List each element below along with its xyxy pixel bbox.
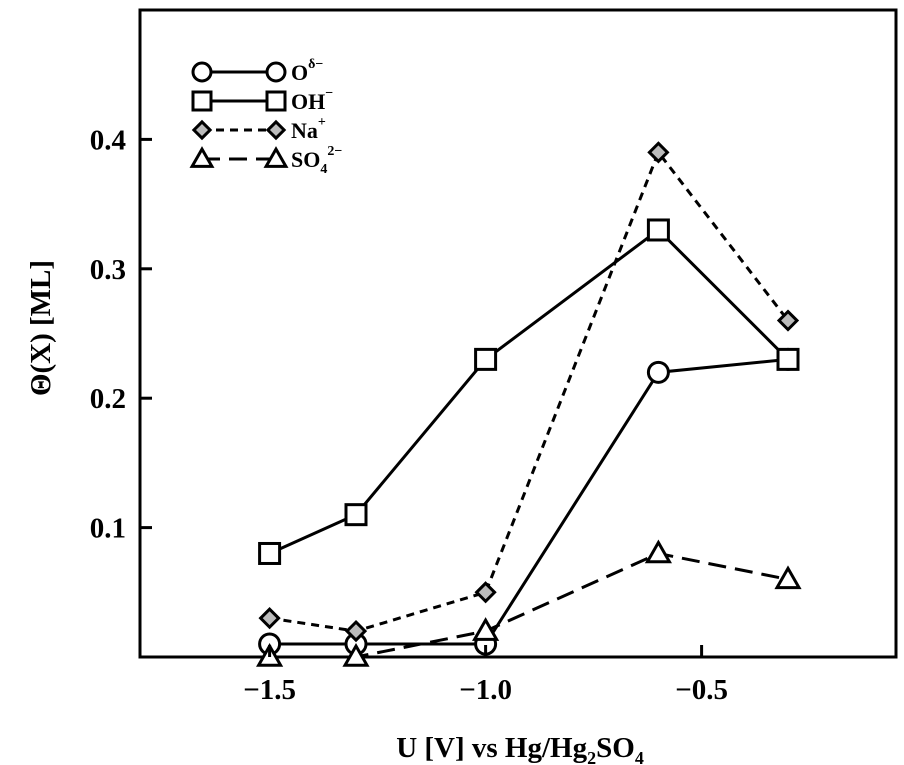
diamond-marker xyxy=(191,119,213,141)
square-marker xyxy=(344,503,368,527)
square-marker xyxy=(191,90,213,112)
series-triangle xyxy=(256,539,802,667)
square-marker xyxy=(474,347,498,371)
legend-entry: Na+ xyxy=(191,115,326,143)
legend-label: Oδ− xyxy=(291,57,323,85)
legend-label: Na+ xyxy=(291,115,326,143)
y-tick-label: 0.4 xyxy=(90,124,126,156)
diamond-marker xyxy=(258,607,281,630)
x-axis-title: U [V] vs Hg/Hg2SO4 xyxy=(396,732,644,765)
triangle-marker xyxy=(263,146,289,168)
series-diamond xyxy=(258,141,800,643)
circle-marker xyxy=(265,61,287,83)
legend-label: OH− xyxy=(291,86,333,114)
legend-entry: OH− xyxy=(191,86,333,114)
diamond-marker xyxy=(344,619,368,643)
square-marker xyxy=(646,218,670,242)
legend-entry: SO42− xyxy=(189,144,342,177)
diamond-marker xyxy=(474,581,497,604)
diamond-marker xyxy=(776,309,800,332)
diamond-marker xyxy=(647,141,670,164)
x-tick-label: −1.0 xyxy=(459,674,512,706)
triangle-marker xyxy=(472,617,500,641)
x-tick-label: −1.5 xyxy=(243,674,296,706)
square-marker xyxy=(776,347,800,371)
series-line xyxy=(269,357,789,646)
y-tick-label: 0.1 xyxy=(90,513,126,545)
triangle-marker xyxy=(189,146,215,168)
square-marker xyxy=(258,541,282,565)
y-tick-label: 0.3 xyxy=(90,254,126,286)
series-line xyxy=(269,149,790,633)
triangle-marker xyxy=(774,565,802,590)
series-square xyxy=(258,218,800,565)
circle-marker xyxy=(191,61,213,83)
legend-label: SO42− xyxy=(291,144,342,177)
series-circle xyxy=(258,347,800,656)
circle-marker xyxy=(646,360,670,384)
x-tick-label: −0.5 xyxy=(675,674,728,706)
diamond-marker xyxy=(265,119,287,141)
triangle-marker xyxy=(342,642,370,667)
square-marker xyxy=(265,90,287,112)
y-axis-title: Θ(X) [ML] xyxy=(25,260,57,396)
legend-entry: Oδ− xyxy=(191,57,323,85)
triangle-marker xyxy=(644,539,672,564)
plot-frame xyxy=(138,8,898,659)
y-tick-label: 0.2 xyxy=(90,383,126,415)
